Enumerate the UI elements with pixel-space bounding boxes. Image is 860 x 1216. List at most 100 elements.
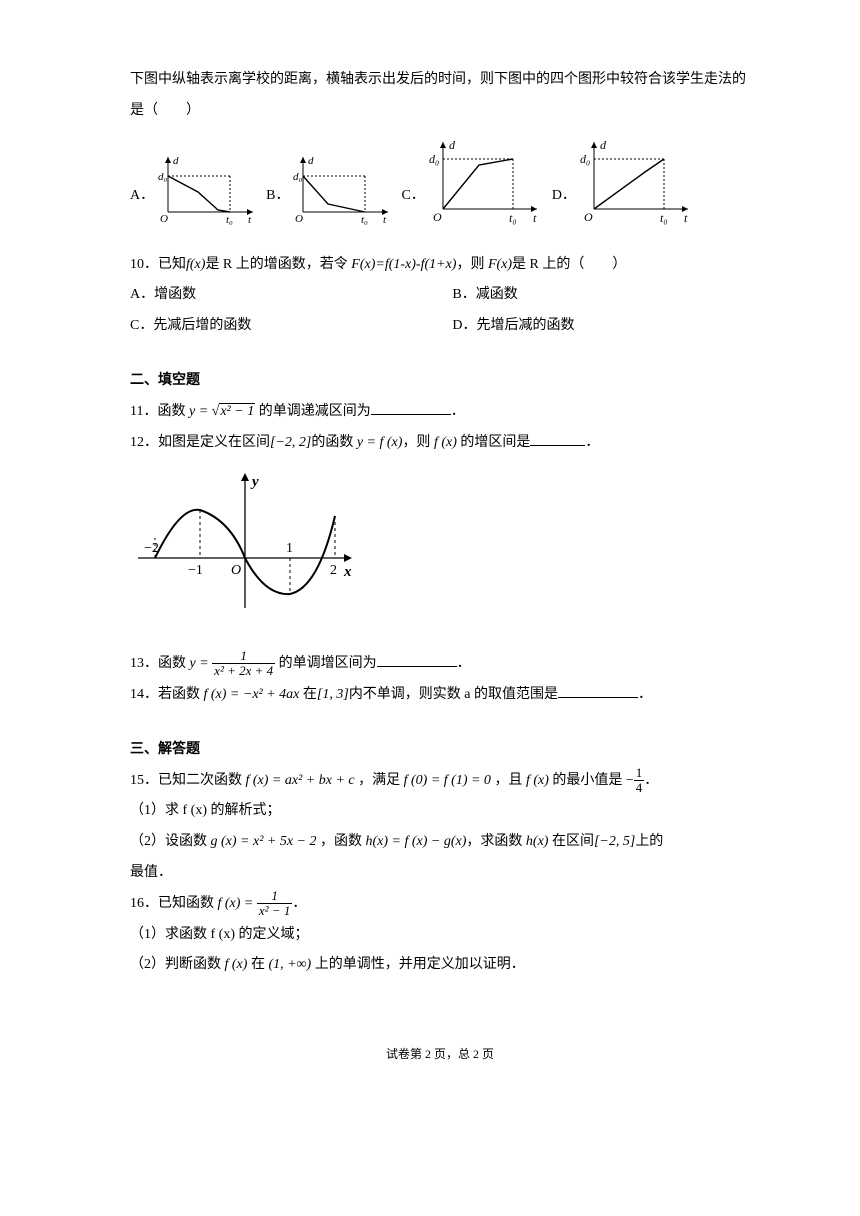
blank bbox=[530, 432, 585, 446]
svg-text:d₀: d₀ bbox=[429, 152, 439, 166]
blank bbox=[371, 401, 451, 415]
q16-1: （1）求函数 f (x) 的定义域； bbox=[130, 920, 750, 951]
svg-text:t: t bbox=[248, 214, 252, 226]
svg-text:y: y bbox=[250, 474, 259, 490]
q10-stem: 10．已知f(x)是 R 上的增函数，若令 F(x)=f(1-x)-f(1+x)… bbox=[130, 250, 750, 281]
fraction-icon: 1x² − 1 bbox=[257, 889, 292, 919]
q15-2-gx: g (x) = x² + 5x − 2 bbox=[211, 834, 317, 849]
q15-mid2: ，且 bbox=[491, 773, 526, 788]
q15-2-hx: h(x) = f (x) − g(x) bbox=[366, 834, 467, 849]
q10-m2: 是 R 上的增函数，若令 bbox=[205, 257, 351, 272]
fraction-icon: 1x² + 2x + 4 bbox=[212, 649, 275, 679]
q11-rad: x² − 1 bbox=[219, 403, 255, 419]
option-d: D． d d₀ O t₀ t bbox=[552, 137, 695, 232]
q16-den: x² − 1 bbox=[257, 904, 292, 918]
q14-pre: 14．若函数 bbox=[130, 687, 204, 702]
svg-text:O: O bbox=[584, 210, 593, 224]
q11-y: y = bbox=[189, 404, 212, 419]
section-2-title: 二、填空题 bbox=[130, 366, 750, 397]
q15-cond: f (0) = f (1) = 0 bbox=[404, 773, 491, 788]
q10-m5: F(x) bbox=[488, 257, 512, 272]
q10-b: B．减函数 bbox=[452, 280, 750, 311]
q15-2-hx2: h(x) bbox=[526, 834, 549, 849]
q16-2-post: 上的单调性，并用定义加以证明． bbox=[311, 957, 525, 972]
q14-mid2: 内不单调，则实数 a 的取值范围是 bbox=[349, 687, 558, 702]
svg-text:d₀: d₀ bbox=[293, 171, 303, 183]
q15-num: 1 bbox=[634, 766, 645, 781]
q16-2: （2）判断函数 f (x) 在 (1, +∞) 上的单调性，并用定义加以证明． bbox=[130, 950, 750, 981]
q15-2-mid2: ，求函数 bbox=[466, 834, 526, 849]
opt-a-label: A． bbox=[130, 181, 154, 212]
q15-2-int: [−2, 5] bbox=[594, 834, 635, 849]
q10-row1: A．增函数 B．减函数 bbox=[130, 280, 750, 311]
q14-fx: f (x) = −x² + 4ax bbox=[204, 687, 300, 702]
q12-post: 的增区间是 bbox=[457, 435, 531, 450]
q12-mid: 的函数 bbox=[311, 435, 357, 450]
graph-c: d d₀ O t₀ t bbox=[429, 137, 544, 232]
graph-d: d d₀ O t₀ t bbox=[580, 137, 695, 232]
svg-text:t: t bbox=[533, 211, 537, 225]
q14-mid: 在 bbox=[299, 687, 317, 702]
q10-row2: C．先减后增的函数 D．先增后减的函数 bbox=[130, 311, 750, 342]
q12-int: [−2, 2] bbox=[270, 435, 311, 450]
q13-post: 的单调增区间为 bbox=[275, 656, 377, 671]
q11-end: ． bbox=[451, 404, 465, 419]
q10-c: C．先减后增的函数 bbox=[130, 311, 428, 342]
svg-text:1: 1 bbox=[286, 541, 293, 556]
q16-end: ． bbox=[292, 896, 306, 911]
svg-text:d₀: d₀ bbox=[158, 171, 168, 183]
q13-num: 1 bbox=[212, 649, 275, 664]
opt-b-label: B． bbox=[266, 181, 289, 212]
q12-pre: 12．如图是定义在区间 bbox=[130, 435, 270, 450]
q16-2-mid: 在 bbox=[247, 957, 268, 972]
q13-den: x² + 2x + 4 bbox=[212, 664, 275, 678]
svg-text:O: O bbox=[231, 563, 241, 578]
svg-text:t₀: t₀ bbox=[660, 211, 668, 225]
q12-fx2: f (x) bbox=[434, 435, 457, 450]
svg-text:d: d bbox=[449, 138, 456, 152]
sqrt-icon: x² − 1 bbox=[212, 397, 256, 428]
q15-2-line2: 最值． bbox=[130, 858, 750, 889]
q15-pre: 15．已知二次函数 bbox=[130, 773, 246, 788]
opt-d-label: D． bbox=[552, 181, 576, 212]
q13-end: ． bbox=[457, 656, 471, 671]
svg-text:t₀: t₀ bbox=[226, 214, 233, 226]
q14-int: [1, 3] bbox=[317, 687, 349, 702]
svg-text:d₀: d₀ bbox=[580, 152, 590, 166]
blank bbox=[377, 653, 457, 667]
q16-pre: 16．已知函数 bbox=[130, 896, 218, 911]
svg-text:x: x bbox=[343, 564, 352, 580]
q11-pre: 11．函数 bbox=[130, 404, 189, 419]
svg-text:d: d bbox=[308, 155, 314, 167]
svg-text:t₀: t₀ bbox=[509, 211, 517, 225]
section-3-title: 三、解答题 bbox=[130, 735, 750, 766]
q16-num: 1 bbox=[257, 889, 292, 904]
q16-2-int: (1, +∞) bbox=[268, 957, 311, 972]
option-b: B． d d₀ O t₀ t bbox=[266, 152, 393, 232]
svg-text:2: 2 bbox=[330, 563, 337, 578]
q15-mid3: 的最小值是 bbox=[549, 773, 626, 788]
q10-a: A．增函数 bbox=[130, 280, 428, 311]
q12-graph: y x O −2 −1 1 2 bbox=[130, 468, 750, 631]
opt-c-label: C． bbox=[401, 181, 424, 212]
q13-pre: 13．函数 bbox=[130, 656, 190, 671]
q16: 16．已知函数 f (x) = 1x² − 1． bbox=[130, 889, 750, 920]
svg-text:t: t bbox=[684, 211, 688, 225]
svg-text:−2: −2 bbox=[144, 541, 159, 556]
q15-mid: ，满足 bbox=[355, 773, 404, 788]
q15-2-post: 上的 bbox=[635, 834, 663, 849]
q14-end: ． bbox=[638, 687, 652, 702]
q10-m4: ，则 bbox=[456, 257, 488, 272]
q15: 15．已知二次函数 f (x) = ax² + bx + c ，满足 f (0)… bbox=[130, 766, 750, 797]
q16-fx: f (x) = bbox=[218, 896, 257, 911]
q12-end: ． bbox=[585, 435, 599, 450]
q16-2-pre: （2）判断函数 bbox=[130, 957, 225, 972]
q15-fx: f (x) = ax² + bx + c bbox=[246, 773, 355, 788]
svg-text:d: d bbox=[600, 138, 607, 152]
q12-mid2: ，则 bbox=[402, 435, 434, 450]
q10-pre: 10．已知 bbox=[130, 257, 186, 272]
q10-m3: F(x)=f(1-x)-f(1+x) bbox=[351, 257, 456, 272]
option-c: C． d d₀ O t₀ t bbox=[401, 137, 543, 232]
q12-fx: y = f (x) bbox=[357, 435, 403, 450]
q11-post: 的单调递减区间为 bbox=[255, 404, 371, 419]
